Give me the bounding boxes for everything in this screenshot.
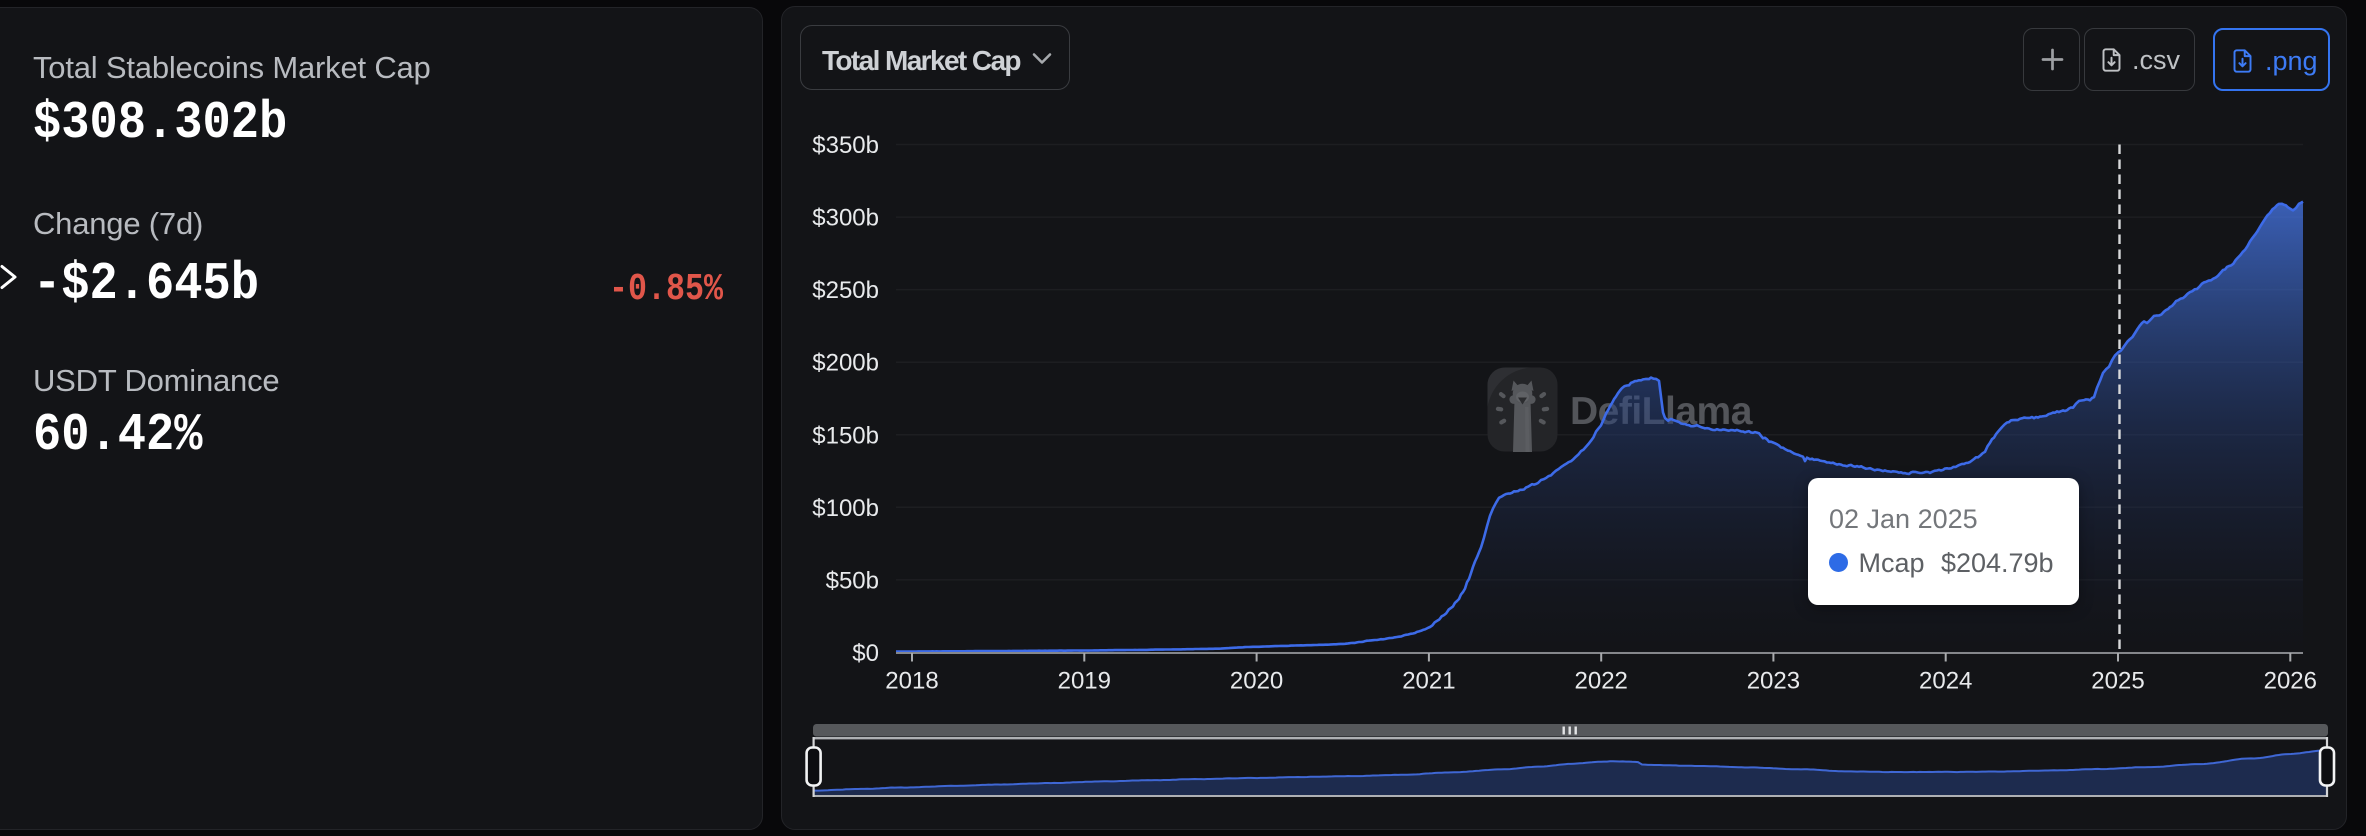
svg-text:$100b: $100b <box>812 495 879 522</box>
svg-text:$0: $0 <box>852 640 879 667</box>
svg-text:$300b: $300b <box>812 205 879 232</box>
svg-text:$50b: $50b <box>826 567 879 594</box>
svg-text:$250b: $250b <box>812 277 879 304</box>
svg-text:$150b: $150b <box>812 422 879 449</box>
svg-text:2026: 2026 <box>2264 668 2317 695</box>
svg-text:2020: 2020 <box>1230 668 1283 695</box>
svg-text:2024: 2024 <box>1919 668 1972 695</box>
svg-text:2021: 2021 <box>1402 668 1455 695</box>
svg-text:2022: 2022 <box>1575 668 1628 695</box>
svg-text:2025: 2025 <box>2091 668 2144 695</box>
svg-text:2023: 2023 <box>1747 668 1800 695</box>
svg-text:$350b: $350b <box>812 132 879 159</box>
svg-text:2019: 2019 <box>1058 668 1111 695</box>
svg-text:$200b: $200b <box>812 350 879 377</box>
svg-text:2018: 2018 <box>885 668 938 695</box>
